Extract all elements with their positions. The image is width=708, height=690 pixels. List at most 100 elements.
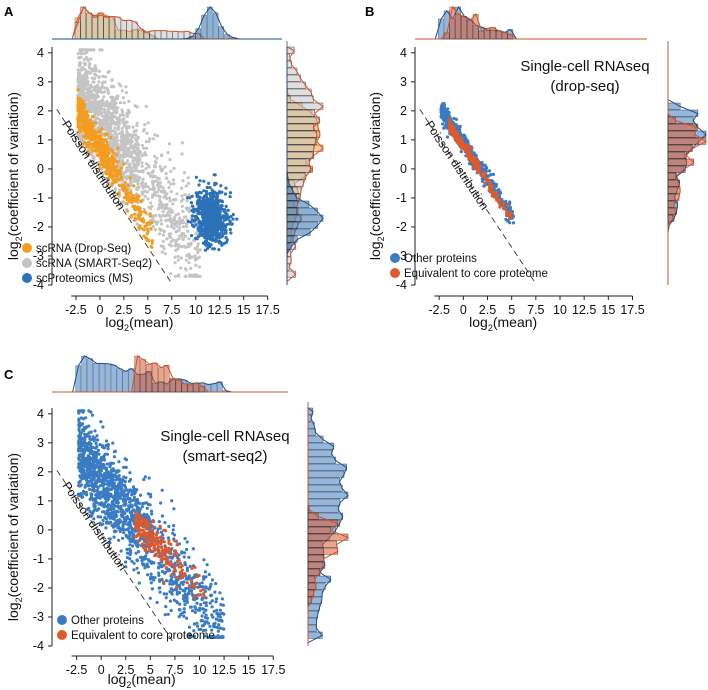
data-point — [478, 164, 482, 168]
data-point — [132, 159, 136, 163]
data-point — [201, 196, 205, 200]
data-point — [141, 180, 145, 184]
data-point — [452, 116, 456, 121]
data-point — [132, 568, 136, 572]
side-hist-bar — [286, 151, 314, 159]
data-point — [110, 129, 114, 133]
data-point — [150, 241, 154, 245]
data-point — [219, 603, 223, 607]
data-point — [218, 241, 222, 245]
data-point — [150, 204, 154, 208]
data-point — [98, 521, 102, 525]
data-point — [101, 157, 106, 161]
data-point — [465, 144, 469, 148]
data-point — [225, 238, 229, 242]
data-point — [104, 439, 109, 443]
series-proteomics — [185, 173, 239, 252]
data-point — [209, 593, 213, 597]
top-hist-bar — [467, 20, 473, 40]
data-point — [151, 137, 155, 141]
data-point — [79, 129, 83, 133]
data-point — [77, 494, 81, 498]
data-point — [214, 239, 218, 243]
data-point — [112, 485, 116, 489]
data-point — [210, 188, 214, 192]
poisson-line — [419, 109, 536, 283]
data-point — [112, 85, 116, 89]
data-point — [141, 186, 145, 190]
data-point — [202, 219, 206, 223]
data-point — [143, 475, 147, 479]
data-point — [187, 193, 191, 197]
data-point — [118, 169, 122, 173]
data-point — [96, 448, 101, 452]
data-point — [144, 146, 149, 150]
data-point — [202, 211, 206, 215]
data-point — [80, 132, 84, 136]
data-point — [193, 218, 198, 222]
data-point — [225, 223, 229, 227]
data-point — [98, 443, 102, 447]
data-point — [214, 182, 218, 186]
data-point — [81, 139, 85, 143]
y-axis-label: log2(coefficient of variation) — [367, 92, 386, 260]
data-point — [203, 239, 208, 243]
data-point — [124, 91, 129, 95]
data-point — [485, 177, 489, 181]
data-point — [200, 233, 204, 237]
data-point — [156, 207, 160, 211]
data-point — [216, 625, 220, 630]
data-point — [144, 224, 148, 228]
data-point — [137, 550, 141, 554]
data-point — [147, 476, 151, 480]
data-point — [214, 211, 218, 215]
data-point — [149, 201, 153, 205]
data-point — [85, 144, 89, 148]
data-point — [79, 50, 83, 55]
data-point — [122, 187, 126, 191]
data-point — [140, 199, 144, 203]
data-point — [122, 135, 126, 140]
side-hist-bar — [286, 116, 320, 124]
data-point — [202, 204, 206, 208]
data-point — [127, 154, 131, 158]
data-point — [158, 195, 162, 199]
data-point — [491, 172, 496, 176]
data-point — [93, 85, 97, 89]
data-point — [183, 551, 187, 555]
data-point — [157, 573, 161, 578]
data-point — [125, 174, 129, 178]
data-point — [128, 176, 132, 180]
data-point — [109, 136, 113, 140]
data-point — [125, 169, 130, 173]
data-point — [180, 551, 184, 555]
data-point — [77, 424, 81, 428]
x-tick-label: -2.5 — [65, 303, 87, 317]
data-point — [169, 189, 173, 194]
data-point — [220, 597, 224, 601]
data-point — [91, 149, 95, 153]
side-hist-bar — [286, 102, 324, 110]
data-point — [108, 157, 112, 161]
data-point — [190, 194, 194, 198]
top-hist-bar — [126, 20, 133, 40]
data-point — [146, 164, 150, 168]
data-point — [167, 234, 172, 238]
data-point — [208, 185, 212, 190]
data-point — [130, 193, 135, 197]
data-point — [82, 116, 87, 120]
data-point — [207, 218, 211, 222]
data-point — [78, 125, 83, 129]
data-point — [208, 191, 212, 196]
data-point — [79, 78, 83, 82]
data-point — [103, 132, 107, 136]
data-point — [221, 603, 225, 607]
data-point — [139, 169, 143, 173]
data-point — [76, 102, 80, 106]
data-point — [106, 172, 110, 176]
data-point — [118, 113, 122, 117]
data-point — [165, 237, 169, 241]
data-point — [127, 195, 131, 199]
data-point — [441, 114, 446, 118]
data-point — [97, 129, 101, 133]
